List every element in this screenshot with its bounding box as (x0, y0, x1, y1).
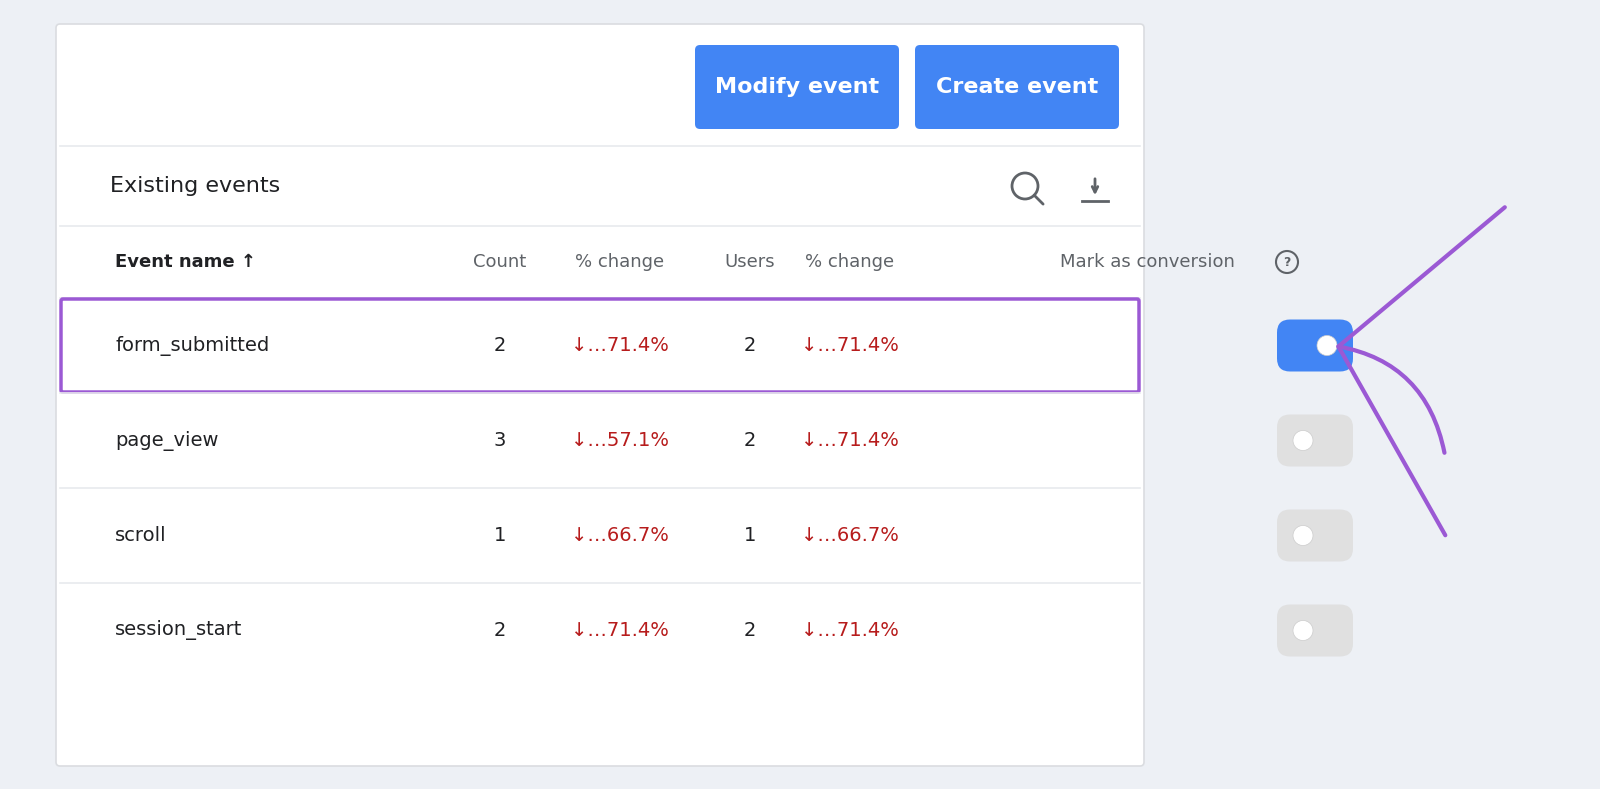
FancyBboxPatch shape (56, 24, 1144, 766)
Text: session_start: session_start (115, 620, 242, 641)
FancyBboxPatch shape (61, 299, 1139, 392)
Circle shape (1293, 525, 1314, 545)
Circle shape (1293, 431, 1314, 451)
Text: 1: 1 (744, 526, 757, 545)
Text: 2: 2 (744, 336, 757, 355)
FancyBboxPatch shape (1277, 320, 1354, 372)
Text: Create event: Create event (936, 77, 1098, 97)
Text: Existing events: Existing events (110, 176, 280, 196)
Circle shape (1317, 335, 1338, 356)
Text: % change: % change (576, 253, 664, 271)
Text: 3: 3 (494, 431, 506, 450)
FancyBboxPatch shape (1277, 414, 1354, 466)
Text: 2: 2 (744, 431, 757, 450)
FancyBboxPatch shape (1277, 510, 1354, 562)
Text: % change: % change (805, 253, 894, 271)
Text: 2: 2 (744, 621, 757, 640)
Circle shape (1293, 620, 1314, 641)
Text: ↓…71.4%: ↓…71.4% (802, 431, 899, 450)
Text: form_submitted: form_submitted (115, 335, 269, 356)
Text: scroll: scroll (115, 526, 166, 545)
Text: Event name ↑: Event name ↑ (115, 253, 256, 271)
Text: ?: ? (1283, 256, 1291, 268)
FancyBboxPatch shape (1277, 604, 1354, 656)
Text: ↓…71.4%: ↓…71.4% (571, 336, 669, 355)
Text: Mark as conversion: Mark as conversion (1059, 253, 1235, 271)
Text: page_view: page_view (115, 431, 219, 451)
Text: 1: 1 (494, 526, 506, 545)
Text: Users: Users (725, 253, 776, 271)
Text: 2: 2 (494, 621, 506, 640)
Text: 2: 2 (494, 336, 506, 355)
FancyBboxPatch shape (915, 45, 1118, 129)
Text: Count: Count (474, 253, 526, 271)
Text: ↓…71.4%: ↓…71.4% (571, 621, 669, 640)
Text: ↓…66.7%: ↓…66.7% (802, 526, 899, 545)
Text: ↓…57.1%: ↓…57.1% (571, 431, 669, 450)
Text: ↓…71.4%: ↓…71.4% (802, 336, 899, 355)
Text: ↓…71.4%: ↓…71.4% (802, 621, 899, 640)
Text: ↓…66.7%: ↓…66.7% (571, 526, 669, 545)
Text: Modify event: Modify event (715, 77, 878, 97)
FancyBboxPatch shape (694, 45, 899, 129)
